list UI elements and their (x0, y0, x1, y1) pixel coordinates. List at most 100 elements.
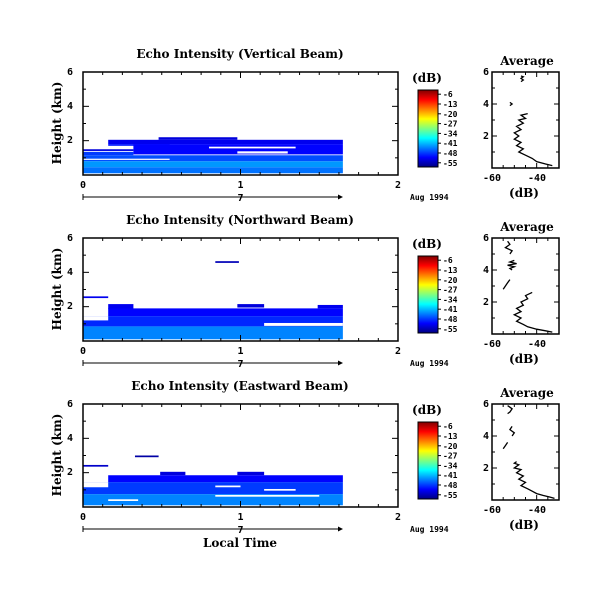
heatmap-gap (83, 482, 109, 488)
profile-x-tick-label: -60 (483, 339, 501, 350)
heatmap-gap (209, 146, 296, 149)
profile-ticks (491, 71, 560, 169)
heatmap-cell (215, 261, 239, 263)
profile-average: Average 6 4 2 -60 -40 (dB) (483, 220, 560, 366)
x-tick-label: 0 (80, 346, 86, 357)
heatmap-cell (83, 296, 109, 299)
profile-x-axis-label: (dB) (509, 352, 539, 366)
profile-segment (509, 426, 516, 437)
date-day-label: 7 (237, 193, 243, 204)
colorbar-ticks: -6-13-20-27-34-41-48-55 (438, 256, 458, 334)
heatmap-cell (83, 494, 343, 506)
y-tick-label: 4 (67, 433, 73, 444)
panel-eastward: Echo Intensity (Eastward Beam) 0 1 2 6 4… (50, 379, 560, 550)
profile-y-tick-label: 6 (483, 67, 489, 78)
x-tick-label: 2 (395, 180, 401, 191)
profile-segment (504, 240, 514, 255)
colorbar-tick-label: -55 (443, 159, 458, 168)
colorbar-tick-label: -48 (443, 315, 458, 324)
colorbar (417, 255, 439, 334)
profile-y-tick-label: 4 (483, 99, 489, 110)
profile-x-axis-label: (dB) (509, 518, 539, 532)
x-tick-label: 1 (237, 512, 243, 523)
heatmap-gap (237, 151, 288, 154)
colorbar-title: (dB) (412, 237, 442, 251)
profile-segment (502, 279, 511, 290)
heatmap-cell (83, 155, 343, 162)
profile-line (509, 75, 553, 167)
axis-ticks (82, 403, 399, 508)
panel-vertical: Echo Intensity (Vertical Beam) 0 1 2 6 4… (50, 47, 560, 204)
y-tick-label: 2 (67, 301, 73, 312)
profile-x-tick-label: -40 (528, 339, 546, 350)
axis-ticks (82, 71, 399, 176)
heatmap-cell (83, 151, 134, 156)
y-tick-label: 6 (67, 67, 73, 78)
y-axis-label: Height (km) (50, 82, 64, 165)
heatmap-cell (83, 482, 343, 495)
colorbar-tick-label: -13 (443, 432, 458, 441)
y-tick-label: 6 (67, 233, 73, 244)
date-arrow (82, 360, 343, 366)
y-axis-label: Height (km) (50, 414, 64, 497)
heatmap-cell (160, 471, 186, 476)
heatmap-area (83, 137, 343, 174)
heatmap-cell (83, 464, 109, 467)
profile-x-tick-label: -60 (483, 505, 501, 516)
heatmap-cell (158, 137, 238, 140)
heatmap-area (83, 261, 343, 340)
colorbar-ticks: -6-13-20-27-34-41-48-55 (438, 90, 458, 168)
profile-segment (507, 405, 513, 415)
profile-y-tick-label: 2 (483, 131, 489, 142)
colorbar-tick-label: -48 (443, 481, 458, 490)
profile-average: Average 6 4 2 -60 -40 (dB) (483, 54, 560, 200)
colorbar-ticks: -6-13-20-27-34-41-48-55 (438, 422, 458, 500)
heatmap-cell (108, 139, 343, 145)
profile-ticks (491, 237, 560, 335)
heatmap-gap (215, 494, 320, 497)
profile-y-tick-label: 6 (483, 399, 489, 410)
colorbar-tick-label: -20 (443, 110, 458, 119)
date-day-label: 7 (237, 525, 243, 536)
profile-segment (512, 461, 555, 500)
heatmap-cell (83, 326, 343, 340)
profile-segment (509, 101, 514, 107)
x-tick-label: 0 (80, 180, 86, 191)
profile-y-tick-label: 2 (483, 463, 489, 474)
y-tick-label: 6 (67, 399, 73, 410)
colorbar-tick-label: -20 (443, 276, 458, 285)
heatmap-gap (215, 485, 241, 488)
profile-segment (519, 75, 525, 83)
panel-title: Echo Intensity (Vertical Beam) (136, 47, 343, 61)
colorbar-tick-label: -41 (443, 305, 458, 314)
heatmap-cell (83, 149, 134, 151)
colorbar-tick-label: -6 (443, 256, 453, 265)
colorbar (417, 89, 439, 168)
y-tick-label: 2 (67, 467, 73, 478)
profile-y-tick-label: 4 (483, 265, 489, 276)
y-tick-label: 2 (67, 135, 73, 146)
date-label: Aug 1994 (410, 525, 449, 534)
profile-line (502, 240, 553, 333)
heatmap-gap (83, 316, 109, 321)
heatmap-cell (134, 455, 159, 458)
colorbar-tick-label: -6 (443, 422, 453, 431)
profile-average: Average 6 4 2 -60 -40 (dB) (483, 386, 560, 532)
heatmap-area (83, 455, 343, 506)
colorbar-title: (dB) (412, 403, 442, 417)
heatmap-gap (108, 499, 139, 501)
colorbar-tick-label: -13 (443, 266, 458, 275)
panel-title: Echo Intensity (Northward Beam) (126, 213, 354, 227)
y-axis-label: Height (km) (50, 248, 64, 331)
colorbar-title: (dB) (412, 71, 442, 85)
colorbar-tick-label: -27 (443, 120, 458, 129)
x-tick-label: 1 (237, 180, 243, 191)
x-tick-label: 1 (237, 346, 243, 357)
profile-y-tick-label: 6 (483, 233, 489, 244)
colorbar-tick-label: -34 (443, 461, 458, 470)
heatmap-cell (237, 471, 265, 476)
colorbar-tick-label: -6 (443, 90, 453, 99)
profile-y-tick-label: 4 (483, 431, 489, 442)
